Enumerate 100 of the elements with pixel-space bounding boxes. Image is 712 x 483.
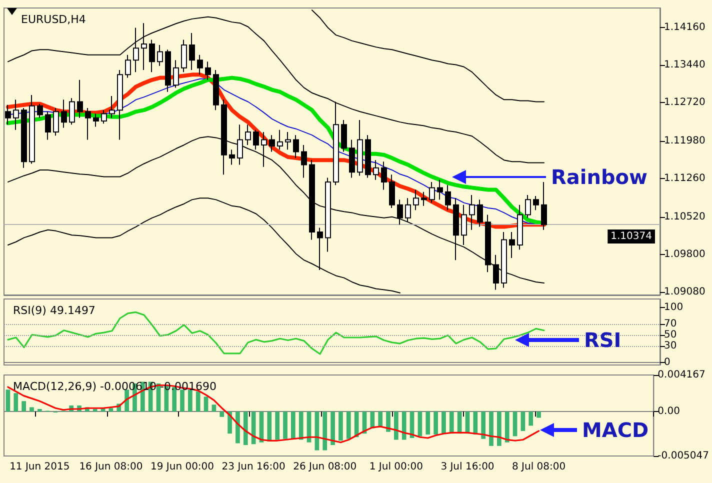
candlestick	[277, 129, 283, 150]
y-tick-label: 0.004167	[658, 370, 706, 380]
candlestick	[389, 174, 395, 209]
bar	[267, 412, 272, 442]
candlestick	[365, 134, 371, 178]
bar	[22, 401, 26, 412]
candlestick	[21, 108, 27, 168]
bar	[489, 412, 494, 446]
candlestick	[109, 96, 115, 118]
candlestick	[205, 61, 211, 80]
bar	[434, 412, 438, 434]
candlestick	[181, 39, 187, 73]
candlestick	[469, 194, 475, 230]
y-tick-label: 1.10520	[664, 211, 706, 222]
bar	[426, 412, 430, 434]
bar	[536, 412, 541, 418]
y-tick-label: -0.005047	[658, 450, 710, 462]
bar	[481, 412, 486, 439]
candlestick	[157, 44, 163, 66]
bar	[394, 412, 398, 440]
bar	[14, 393, 18, 412]
bar	[346, 412, 351, 439]
candlestick	[437, 179, 443, 200]
candlestick	[445, 184, 451, 211]
bar	[338, 412, 343, 441]
candlestick	[93, 113, 99, 128]
candlestick	[189, 32, 195, 70]
candlestick	[317, 227, 323, 270]
bar	[204, 396, 208, 412]
candlestick	[325, 177, 331, 252]
bar	[212, 404, 216, 412]
bar	[473, 412, 478, 434]
y-tick-label: 0.00	[658, 406, 680, 418]
candlestick	[245, 124, 251, 146]
candlestick	[5, 104, 11, 126]
y-tick-label: 50	[664, 329, 677, 340]
candlestick	[165, 49, 171, 92]
ref-line-label: 1.10374	[610, 230, 652, 242]
candlestick	[533, 196, 539, 211]
line-series	[312, 10, 544, 102]
bar	[92, 408, 98, 412]
candlestick	[197, 54, 203, 76]
bar	[418, 412, 422, 436]
bar	[283, 412, 288, 439]
candlestick	[517, 204, 523, 250]
bar	[330, 412, 335, 446]
x-tick-label: 26 Jun 08:00	[293, 462, 357, 472]
bar	[528, 412, 534, 426]
candlestick	[485, 214, 491, 273]
candlestick	[133, 27, 139, 73]
bar	[196, 391, 200, 412]
y-tick-label: 0	[664, 356, 670, 368]
candlestick	[37, 103, 43, 118]
bar	[497, 412, 502, 446]
candlestick	[301, 144, 307, 178]
bar	[6, 390, 10, 412]
candlestick	[285, 131, 291, 150]
bar	[108, 408, 114, 412]
candlestick	[141, 22, 147, 70]
candlestick	[461, 204, 467, 246]
y-tick-label: 1.09800	[664, 248, 706, 260]
bar	[449, 412, 454, 434]
x-tick-label: 3 Jul 16:00	[440, 462, 494, 472]
candlestick	[309, 160, 315, 240]
x-tick-label: 23 Jun 16:00	[222, 462, 286, 472]
candlestick	[269, 134, 275, 152]
bar	[442, 412, 446, 434]
bar	[236, 412, 240, 444]
y-tick-label: 70	[664, 318, 677, 330]
bar	[124, 390, 129, 412]
candlestick	[413, 189, 419, 211]
candlestick	[13, 99, 19, 130]
y-tick-label: 100	[664, 302, 684, 313]
y-tick-label: 1.11260	[664, 172, 706, 184]
y-tick-label: 1.11980	[664, 135, 706, 146]
candlestick	[213, 69, 219, 111]
bar	[275, 412, 280, 440]
candlestick	[541, 181, 547, 230]
candlestick	[61, 99, 67, 128]
y-tick-label: 30	[664, 340, 677, 352]
candlestick	[125, 54, 131, 78]
candlestick	[421, 191, 427, 206]
candlestick	[53, 108, 59, 136]
y-tick-label: 1.12720	[664, 96, 706, 108]
candlestick	[429, 181, 435, 204]
candlestick	[101, 110, 107, 124]
candlestick	[373, 160, 379, 180]
bar	[386, 412, 390, 432]
candlestick	[117, 69, 123, 140]
candlestick	[453, 198, 459, 261]
bar	[504, 412, 510, 442]
bar	[188, 390, 192, 412]
candlestick	[29, 94, 35, 164]
bar	[512, 412, 518, 436]
candlestick	[405, 198, 411, 223]
candlestick	[381, 161, 387, 190]
bar	[402, 412, 406, 440]
bar	[37, 408, 42, 412]
bar	[322, 412, 328, 450]
text: Rainbow	[551, 164, 648, 190]
